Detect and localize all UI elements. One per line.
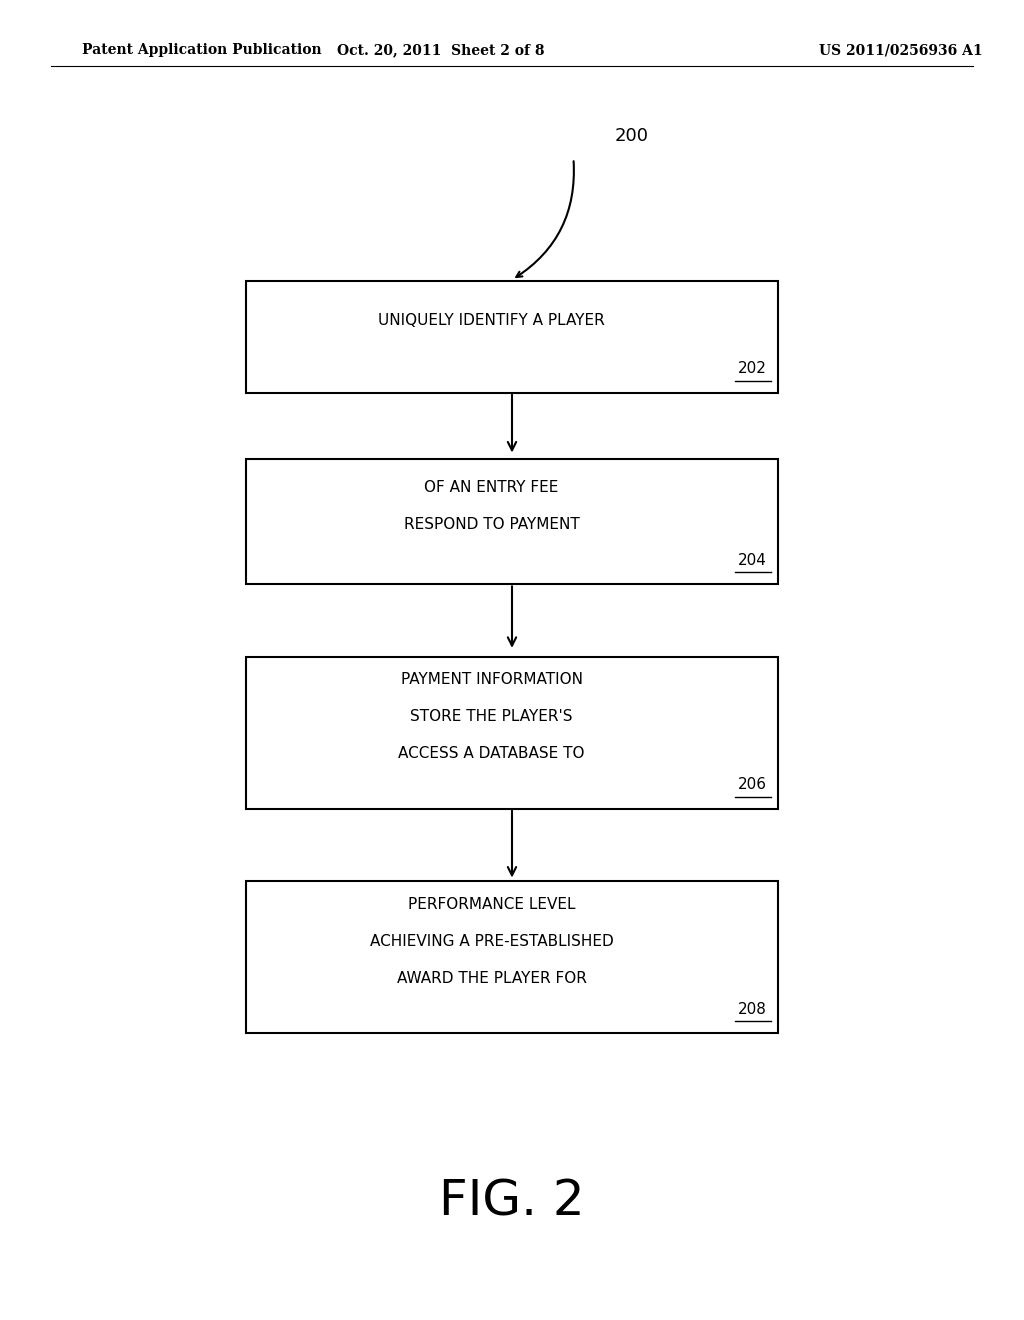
Text: 200: 200	[614, 127, 648, 145]
Text: ACHIEVING A PRE-ESTABLISHED: ACHIEVING A PRE-ESTABLISHED	[370, 933, 613, 949]
Text: RESPOND TO PAYMENT: RESPOND TO PAYMENT	[403, 516, 580, 532]
FancyBboxPatch shape	[246, 459, 778, 583]
Text: Patent Application Publication: Patent Application Publication	[82, 44, 322, 57]
Text: US 2011/0256936 A1: US 2011/0256936 A1	[819, 44, 983, 57]
Text: FIG. 2: FIG. 2	[439, 1177, 585, 1225]
Text: 206: 206	[738, 777, 767, 792]
Text: OF AN ENTRY FEE: OF AN ENTRY FEE	[424, 479, 559, 495]
FancyBboxPatch shape	[246, 656, 778, 808]
Text: AWARD THE PLAYER FOR: AWARD THE PLAYER FOR	[396, 970, 587, 986]
Text: ACCESS A DATABASE TO: ACCESS A DATABASE TO	[398, 746, 585, 762]
Text: Oct. 20, 2011  Sheet 2 of 8: Oct. 20, 2011 Sheet 2 of 8	[337, 44, 544, 57]
Text: UNIQUELY IDENTIFY A PLAYER: UNIQUELY IDENTIFY A PLAYER	[378, 313, 605, 329]
FancyBboxPatch shape	[246, 281, 778, 393]
Text: PERFORMANCE LEVEL: PERFORMANCE LEVEL	[408, 896, 575, 912]
Text: PAYMENT INFORMATION: PAYMENT INFORMATION	[400, 672, 583, 688]
FancyBboxPatch shape	[246, 882, 778, 1032]
Text: 208: 208	[738, 1002, 767, 1016]
Text: 204: 204	[738, 553, 767, 568]
Text: 202: 202	[738, 362, 767, 376]
Text: STORE THE PLAYER'S: STORE THE PLAYER'S	[411, 709, 572, 725]
